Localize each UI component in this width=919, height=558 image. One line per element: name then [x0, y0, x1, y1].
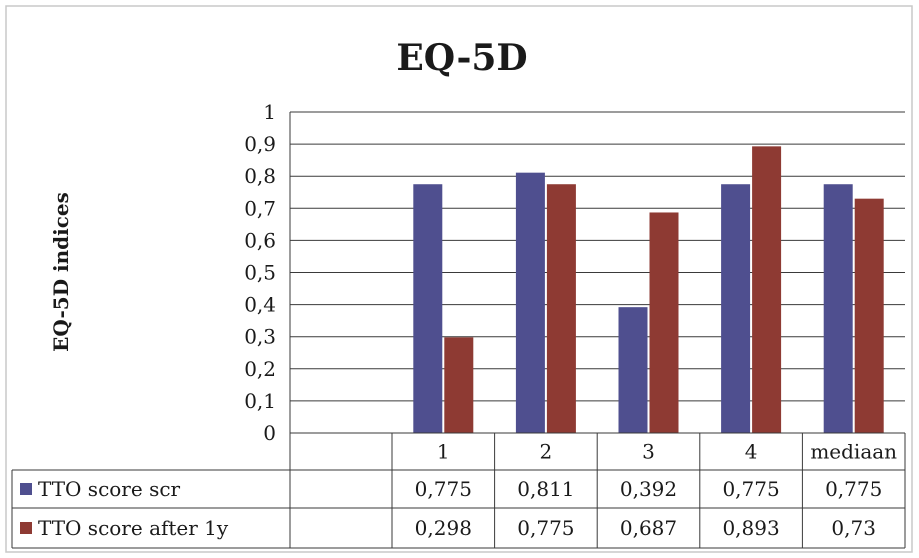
y-tick-label: 0,7 [244, 196, 276, 220]
data-label: 0,298 [415, 516, 472, 540]
y-tick-label: 0,9 [244, 132, 276, 156]
x-tick-label: 4 [745, 440, 758, 464]
y-tick-label: 0 [263, 421, 276, 445]
y-tick-label: 0,6 [244, 228, 276, 252]
bar [515, 172, 545, 433]
data-label: 0,392 [620, 477, 677, 501]
data-label: 0,775 [722, 477, 779, 501]
y-tick-label: 0,4 [244, 293, 276, 317]
data-label: 0,775 [825, 477, 882, 501]
x-tick-label: 2 [540, 440, 553, 464]
y-axis-label: EQ-5D indices [49, 192, 73, 352]
x-tick-label: 1 [437, 440, 450, 464]
bar [413, 184, 443, 433]
bars [413, 146, 884, 434]
data-label: 0,73 [831, 516, 876, 540]
data-label: 0,775 [517, 516, 574, 540]
y-axis-ticks: 0 0,1 0,2 0,3 0,4 0,5 0,6 0,7 0,8 0,9 1 [244, 100, 276, 445]
y-tick-label: 1 [263, 100, 276, 124]
y-tick-label: 0,8 [244, 164, 276, 188]
bar [649, 212, 679, 433]
legend-swatch [20, 522, 32, 534]
bar [618, 307, 648, 433]
legend-swatch [20, 483, 32, 495]
y-tick-label: 0,5 [244, 261, 276, 285]
data-label: 0,893 [722, 516, 779, 540]
legend-label: TTO score after 1y [38, 516, 229, 540]
data-label: 0,811 [517, 477, 574, 501]
chart-title: EQ-5D [396, 37, 527, 79]
bar [444, 337, 474, 433]
y-tick-label: 0,2 [244, 357, 276, 381]
data-label: 0,687 [620, 516, 677, 540]
bar [823, 184, 853, 433]
bar [721, 184, 751, 433]
legend-label: TTO score scr [38, 477, 181, 501]
data-table: 1 2 3 4 mediaan TTO score scr 0,775 0,811 0,392 0… [11, 432, 906, 549]
y-tick-label: 0,1 [244, 389, 276, 413]
bar [854, 198, 884, 433]
data-label: 0,775 [415, 477, 472, 501]
y-tick-label: 0,3 [244, 325, 276, 349]
bar [752, 146, 782, 434]
bar [546, 184, 576, 433]
x-tick-label: 3 [642, 440, 655, 464]
x-tick-label: mediaan [810, 440, 897, 464]
